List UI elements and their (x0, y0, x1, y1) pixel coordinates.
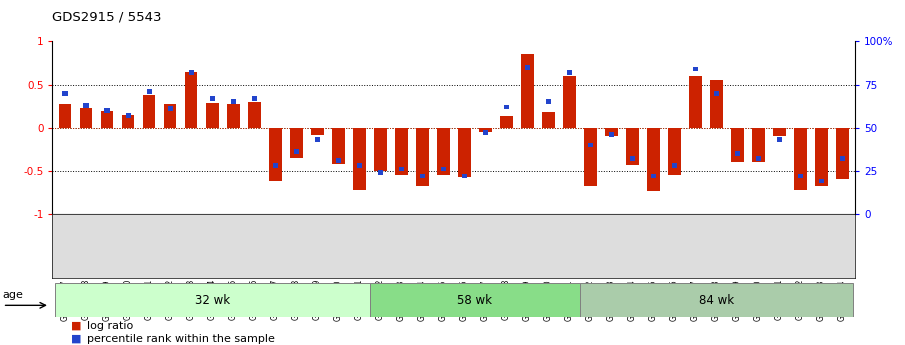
Bar (420, 174, 425, 178)
Bar (668, 128, 681, 175)
Bar (756, 156, 761, 161)
Bar (374, 128, 386, 171)
Bar (59, 104, 71, 128)
Bar (399, 167, 404, 171)
Bar (311, 128, 324, 135)
Bar (353, 128, 366, 190)
Text: 58 wk: 58 wk (457, 294, 492, 307)
Bar (815, 128, 828, 186)
Text: ■: ■ (71, 321, 81, 331)
Bar (482, 130, 488, 135)
Bar (651, 174, 656, 178)
Bar (626, 128, 639, 165)
Bar (293, 149, 299, 154)
Bar (126, 113, 130, 118)
Bar (269, 128, 281, 181)
Bar (731, 128, 744, 162)
Bar (290, 128, 302, 158)
Bar (336, 158, 341, 163)
Bar (458, 128, 471, 177)
Bar (122, 115, 135, 128)
Bar (609, 132, 614, 137)
Bar (206, 104, 218, 128)
Text: 32 wk: 32 wk (195, 294, 230, 307)
Bar (143, 95, 156, 128)
Bar (185, 71, 197, 128)
Bar (584, 128, 596, 186)
Bar (525, 65, 530, 70)
Bar (315, 137, 319, 142)
Bar (80, 108, 92, 128)
Bar (521, 54, 534, 128)
Bar (588, 142, 593, 147)
Bar (332, 128, 345, 164)
Bar (272, 163, 278, 168)
Bar (164, 104, 176, 128)
Bar (377, 170, 383, 175)
Text: 84 wk: 84 wk (699, 294, 734, 307)
Bar (500, 116, 513, 128)
Bar (710, 80, 723, 128)
Bar (672, 163, 677, 168)
Bar (100, 111, 113, 128)
Bar (714, 91, 719, 96)
Bar (357, 163, 362, 168)
Bar (563, 76, 576, 128)
Bar (840, 156, 845, 161)
Bar (248, 102, 261, 128)
Bar (567, 70, 572, 75)
Bar (630, 156, 635, 161)
Bar (479, 128, 491, 132)
Bar (546, 99, 551, 104)
Text: GDS2915 / 5543: GDS2915 / 5543 (52, 10, 162, 23)
Bar (227, 104, 240, 128)
Bar (147, 89, 152, 94)
Bar (83, 103, 89, 108)
Bar (188, 70, 194, 75)
Text: percentile rank within the sample: percentile rank within the sample (87, 334, 275, 344)
Bar (437, 128, 450, 175)
Bar (798, 174, 804, 178)
Bar (773, 128, 786, 136)
Bar (441, 167, 446, 171)
Bar (167, 106, 173, 111)
Bar (504, 105, 509, 109)
Bar (395, 128, 407, 175)
Bar (104, 108, 110, 113)
Bar (605, 128, 618, 136)
Text: age: age (3, 290, 24, 300)
Bar (819, 179, 824, 184)
Text: log ratio: log ratio (87, 321, 133, 331)
Bar (54, 283, 370, 317)
Bar (795, 128, 807, 190)
Text: ■: ■ (71, 334, 81, 344)
Bar (210, 96, 214, 101)
Bar (462, 174, 467, 178)
Bar (416, 128, 429, 186)
Bar (580, 283, 853, 317)
Bar (777, 137, 782, 142)
Bar (370, 283, 580, 317)
Bar (836, 128, 849, 179)
Bar (231, 99, 236, 104)
Bar (542, 112, 555, 128)
Bar (752, 128, 765, 162)
Bar (647, 128, 660, 190)
Bar (62, 91, 68, 96)
Bar (735, 151, 740, 156)
Bar (690, 76, 701, 128)
Bar (252, 96, 257, 101)
Bar (693, 67, 698, 71)
